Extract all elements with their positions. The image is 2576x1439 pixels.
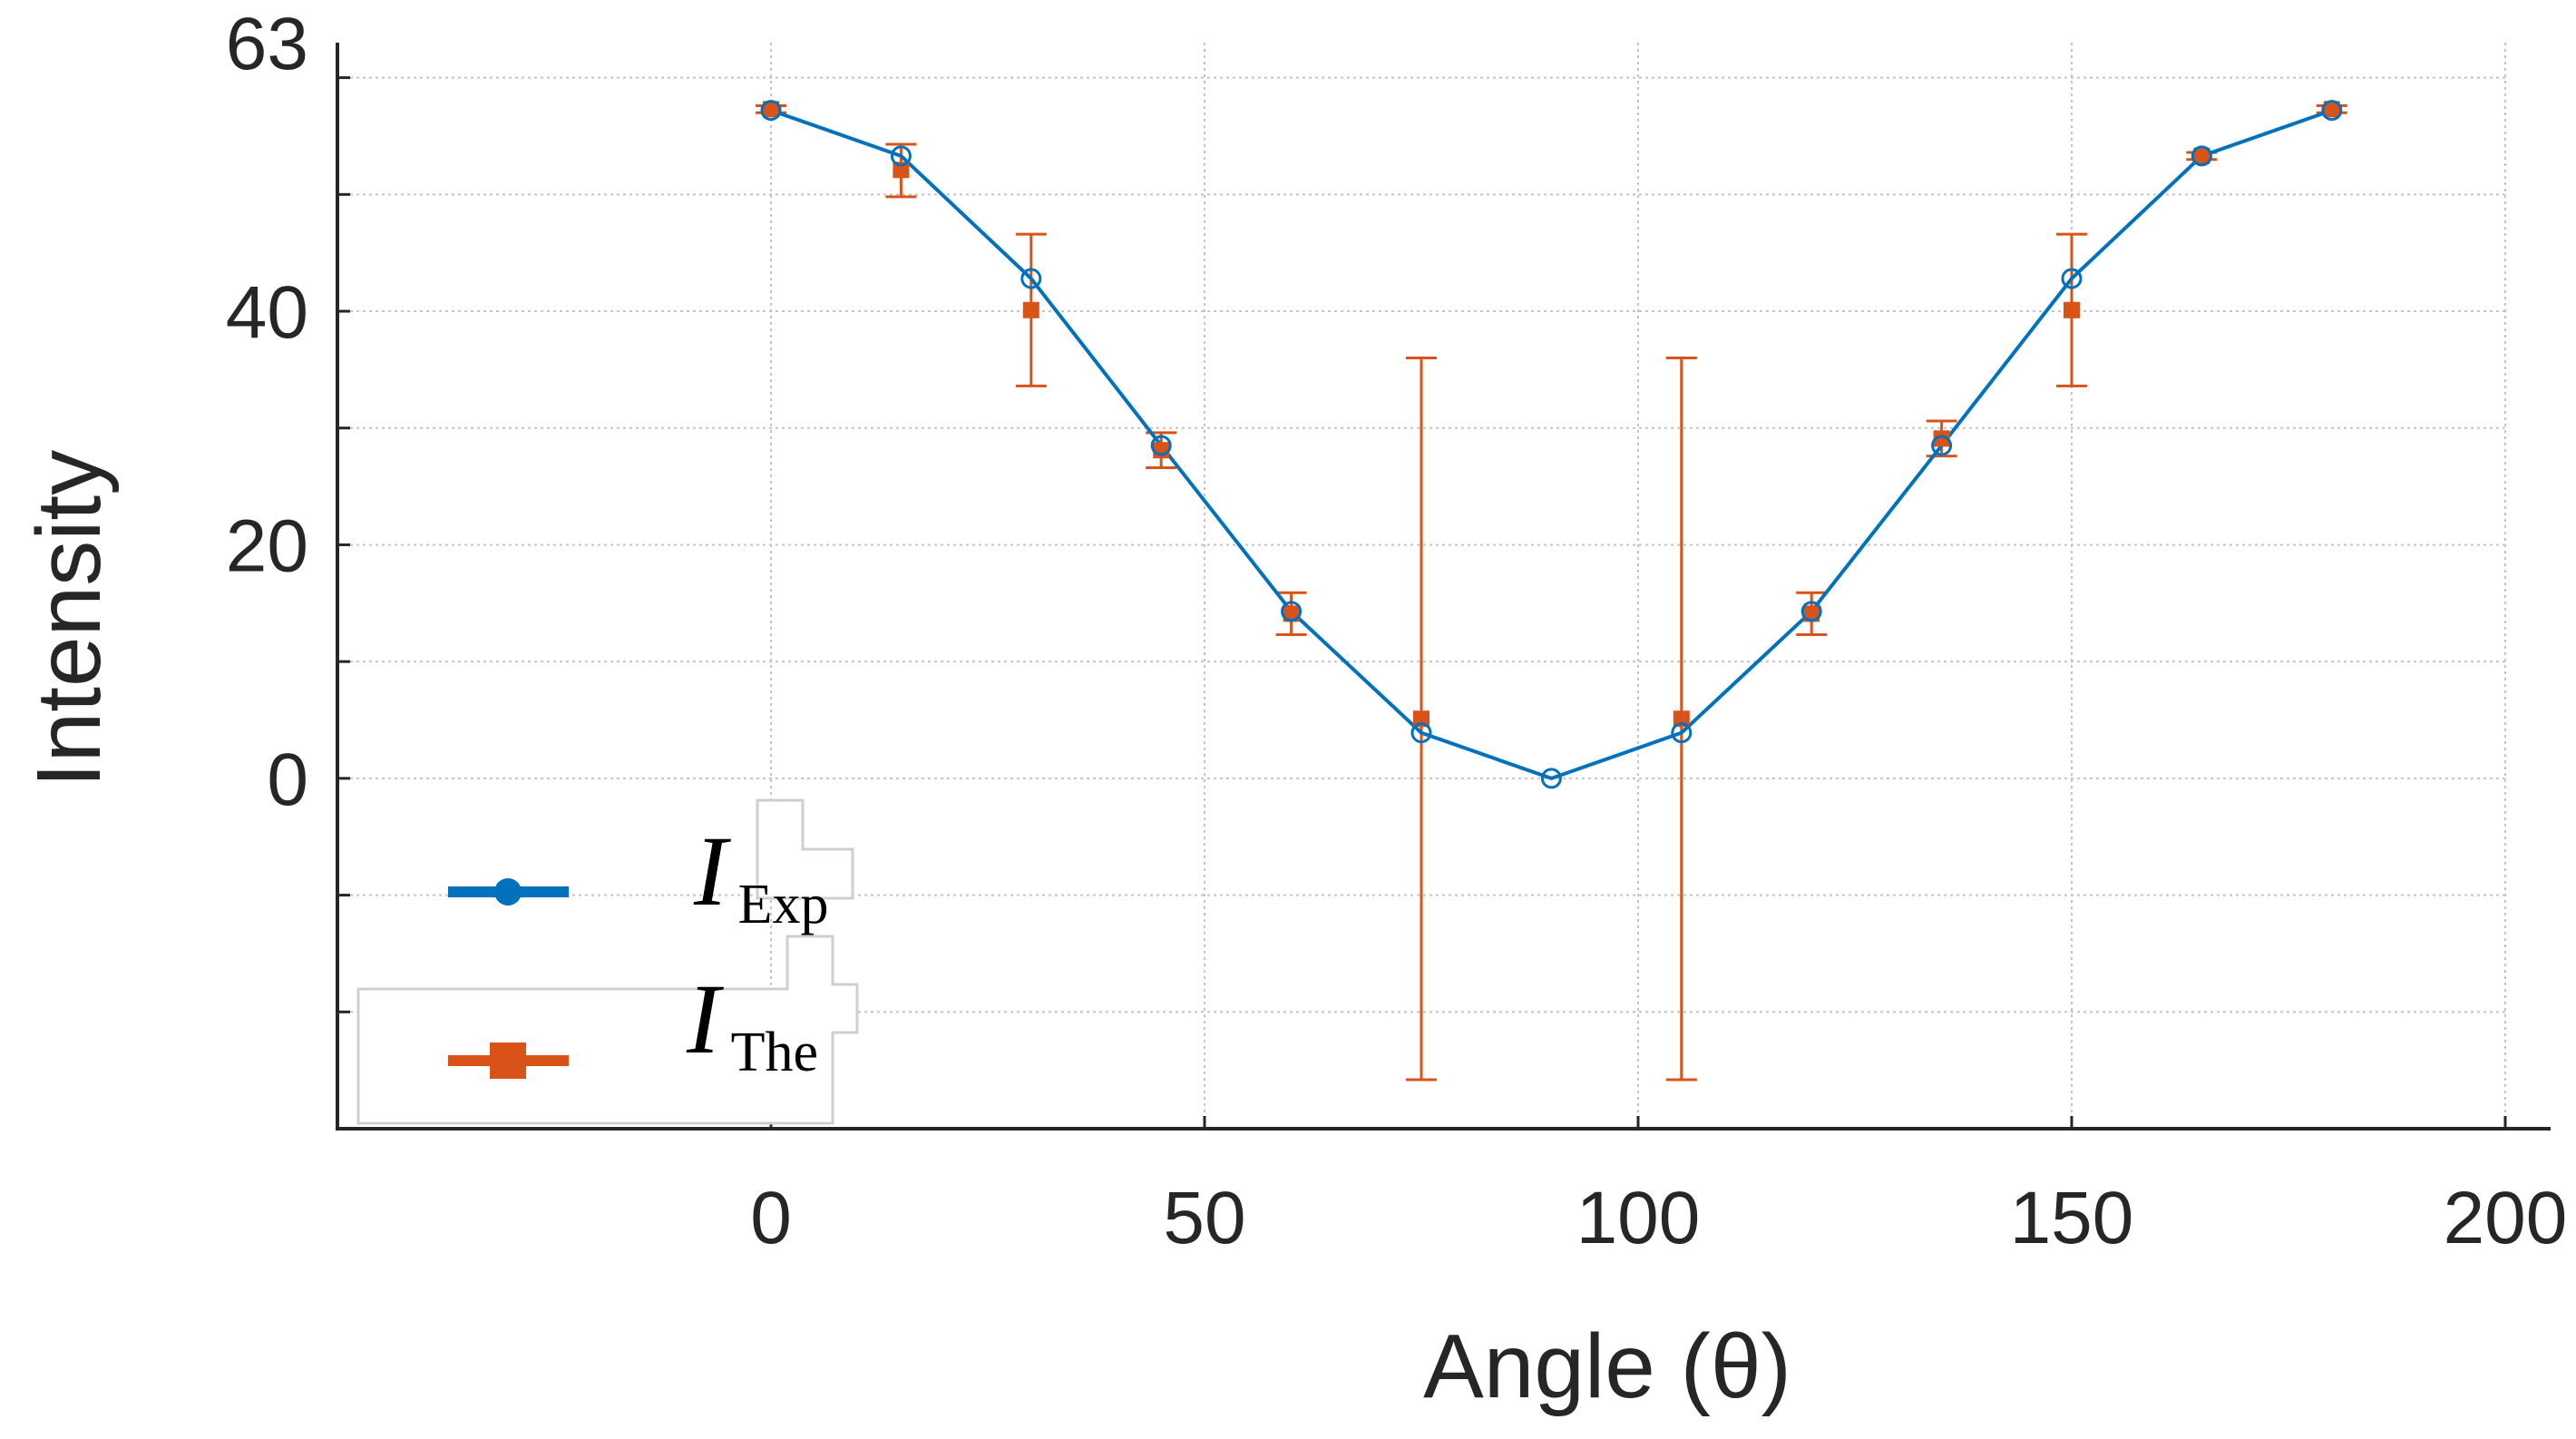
data-point-exp	[1281, 601, 1303, 622]
y-tick-label: 63	[226, 3, 308, 85]
data-point-the	[1283, 605, 1300, 622]
legend-mask-top	[756, 798, 854, 900]
legend-label-the: I The	[686, 964, 818, 1083]
data-point-exp	[1931, 435, 1953, 456]
x-tick-label: 100	[1576, 1177, 1701, 1259]
legend-box	[356, 935, 859, 1125]
data-point-exp	[1540, 768, 1562, 789]
data-point-exp	[1410, 722, 1432, 744]
data-point-exp	[2061, 268, 2083, 289]
data-point-the	[1933, 430, 1950, 447]
legend-marker-exp	[494, 878, 522, 905]
legend-marker-the	[490, 1043, 526, 1079]
x-tick-label: 200	[2444, 1177, 2568, 1259]
data-point-exp	[2191, 145, 2212, 167]
y-tick-label: 40	[226, 271, 308, 354]
x-tick-label: 150	[2010, 1177, 2134, 1259]
legend: I Exp I The	[356, 798, 859, 1125]
y-tick-labels: 63 40 20 0	[226, 3, 308, 821]
x-tick-label: 50	[1163, 1177, 1245, 1259]
data-point-exp	[1800, 601, 1822, 622]
x-axis-label: Angle (θ)	[1423, 1316, 1791, 1417]
y-tick-label: 20	[226, 504, 308, 587]
data-point-exp	[1150, 435, 1172, 456]
data-point-the	[893, 162, 910, 179]
series-line-exp	[770, 108, 2333, 780]
x-tick-label: 0	[750, 1177, 792, 1259]
data-point-the	[2323, 101, 2340, 118]
axes	[336, 43, 2551, 1131]
data-point-the	[1022, 301, 1039, 318]
data-point-exp	[2321, 100, 2343, 122]
data-point-the	[1803, 605, 1820, 622]
y-tick-label: 0	[267, 739, 308, 821]
data-point-the	[763, 101, 779, 118]
data-markers	[760, 100, 2343, 789]
x-tick-labels: 0 50 100 150 200	[750, 1177, 2567, 1259]
data-point-exp	[760, 100, 782, 122]
data-point-the	[2064, 301, 2080, 318]
y-axis-label: Intensity	[18, 450, 120, 788]
data-point-exp	[1671, 722, 1693, 744]
series-lines	[770, 108, 2333, 780]
data-point-exp	[890, 145, 912, 167]
data-point-the	[1673, 710, 1690, 728]
data-point-the	[2193, 147, 2210, 164]
legend-label-exp: I Exp	[693, 816, 829, 935]
data-point-exp	[1020, 268, 1042, 289]
data-point-the	[1413, 710, 1429, 728]
